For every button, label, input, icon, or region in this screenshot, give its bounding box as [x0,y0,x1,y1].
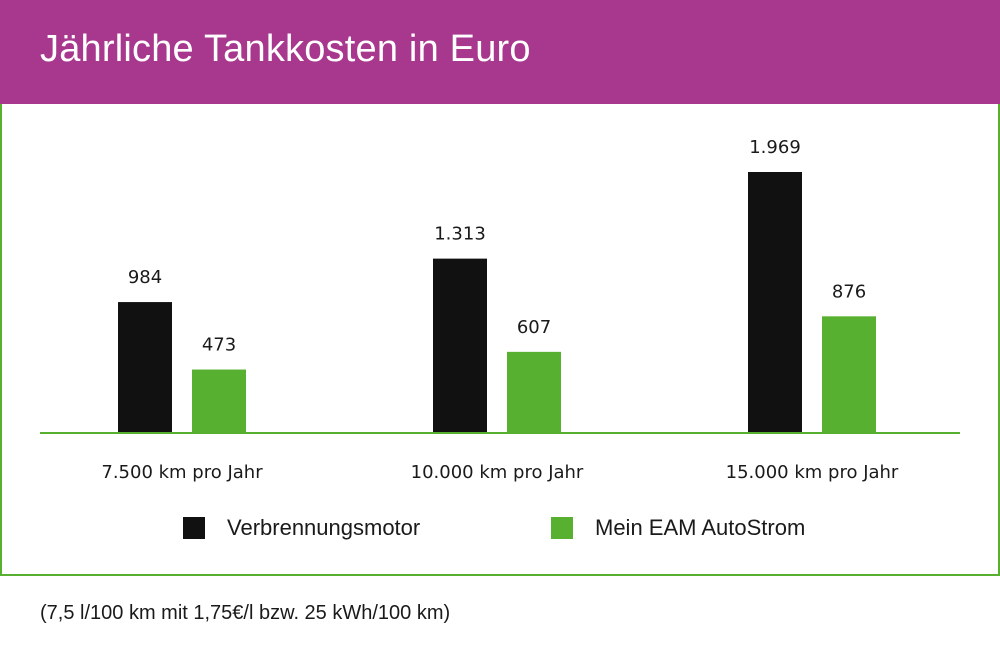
legend-item-verbrennungsmotor: Verbrennungsmotor [183,514,420,542]
bar-autostrom-2 [822,316,876,432]
legend-label-autostrom: Mein EAM AutoStrom [595,515,806,540]
header-banner: Jährliche Tankkosten in Euro [0,0,1000,104]
data-label-autostrom-0: 473 [202,335,236,356]
data-label-autostrom-1: 607 [517,317,551,338]
chart-title: Jährliche Tankkosten in Euro [40,28,531,70]
bar-verbrennungsmotor-1 [433,258,487,432]
category-label-0: 7.500 km pro Jahr [101,462,263,483]
legend-swatch-verbrennungsmotor [183,517,205,539]
data-label-verbrennungsmotor-0: 984 [128,267,162,288]
category-label-2: 15.000 km pro Jahr [726,462,899,483]
legend-swatch-autostrom [551,517,573,539]
data-label-verbrennungsmotor-1: 1.313 [434,224,486,245]
chart-frame [0,104,1000,576]
bar-verbrennungsmotor-0 [118,302,172,432]
legend-label-verbrennungsmotor: Verbrennungsmotor [227,515,421,540]
bar-verbrennungsmotor-2 [748,172,802,432]
data-label-verbrennungsmotor-2: 1.969 [749,137,801,158]
category-label-1: 10.000 km pro Jahr [411,462,584,483]
data-label-autostrom-2: 876 [832,281,866,302]
bar-autostrom-1 [507,351,561,432]
footnote: (7,5 l/100 km mit 1,75€/l bzw. 25 kWh/10… [40,602,451,624]
bar-autostrom-0 [192,369,246,432]
legend-item-autostrom: Mein EAM AutoStrom [551,514,805,542]
